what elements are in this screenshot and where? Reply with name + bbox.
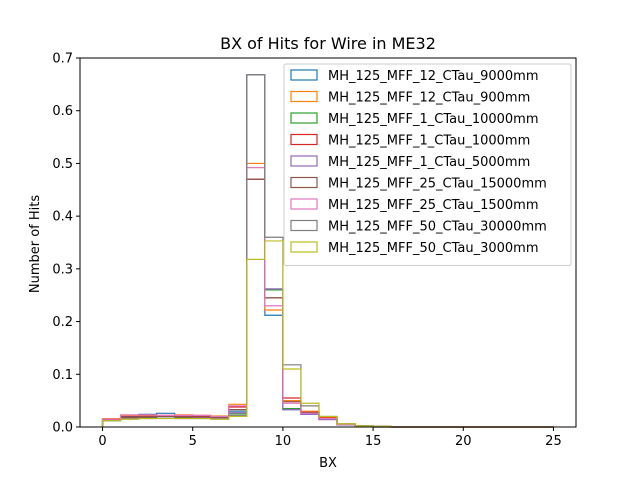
x-tick-label: 20 <box>455 434 472 449</box>
x-tick-label: 5 <box>189 434 197 449</box>
legend-swatch-7 <box>290 198 318 210</box>
legend: MH_125_MFF_12_CTau_9000mm MH_125_MFF_12_C… <box>283 63 572 266</box>
legend-swatch-6 <box>290 176 318 189</box>
chart-title: BX of Hits for Wire in ME32 <box>220 34 436 53</box>
y-tick-label: 0.6 <box>52 104 73 119</box>
legend-swatch-5 <box>290 155 318 167</box>
y-tick-label: 0.4 <box>52 210 73 225</box>
legend-label-4: MH_125_MFF_1_CTau_1000mm <box>328 134 530 149</box>
x-tick-label: 10 <box>275 434 292 449</box>
y-tick-label: 0.0 <box>52 421 73 436</box>
x-axis-label: BX <box>319 456 337 471</box>
x-tick-label: 15 <box>365 434 382 449</box>
y-tick-label: 0.7 <box>52 52 73 67</box>
legend-label-3: MH_125_MFF_1_CTau_10000mm <box>328 112 539 127</box>
legend-swatch-4 <box>290 133 318 146</box>
plot-frame <box>79 57 577 428</box>
legend-swatch-8 <box>290 219 318 232</box>
legend-label-5: MH_125_MFF_1_CTau_5000mm <box>328 155 530 170</box>
legend-label-1: MH_125_MFF_12_CTau_9000mm <box>328 69 539 84</box>
y-axis-label: Number of Hits <box>28 195 43 294</box>
y-tick-label: 0.2 <box>52 315 73 330</box>
legend-box <box>283 63 572 266</box>
y-tick-label: 0.5 <box>52 157 73 172</box>
plot-area: 0 5 10 15 20 25 0.0 0.1 0.2 0.3 0.4 0.5 0.6 0.7 <box>52 52 577 449</box>
legend-swatch-9 <box>290 241 318 253</box>
legend-label-9: MH_125_MFF_50_CTau_3000mm <box>328 241 539 256</box>
legend-label-2: MH_125_MFF_12_CTau_900mm <box>328 91 530 106</box>
legend-swatch-1 <box>290 69 318 81</box>
legend-swatch-2 <box>290 90 318 103</box>
y-tick-label: 0.3 <box>52 262 73 277</box>
legend-label-8: MH_125_MFF_50_CTau_30000mm <box>328 220 547 235</box>
legend-label-6: MH_125_MFF_25_CTau_15000mm <box>328 177 547 192</box>
x-tick-label: 0 <box>98 434 106 449</box>
x-tick-label: 25 <box>545 434 562 449</box>
legend-label-7: MH_125_MFF_25_CTau_1500mm <box>328 198 539 213</box>
y-tick-label: 0.1 <box>52 368 73 383</box>
legend-swatch-3 <box>290 112 318 124</box>
